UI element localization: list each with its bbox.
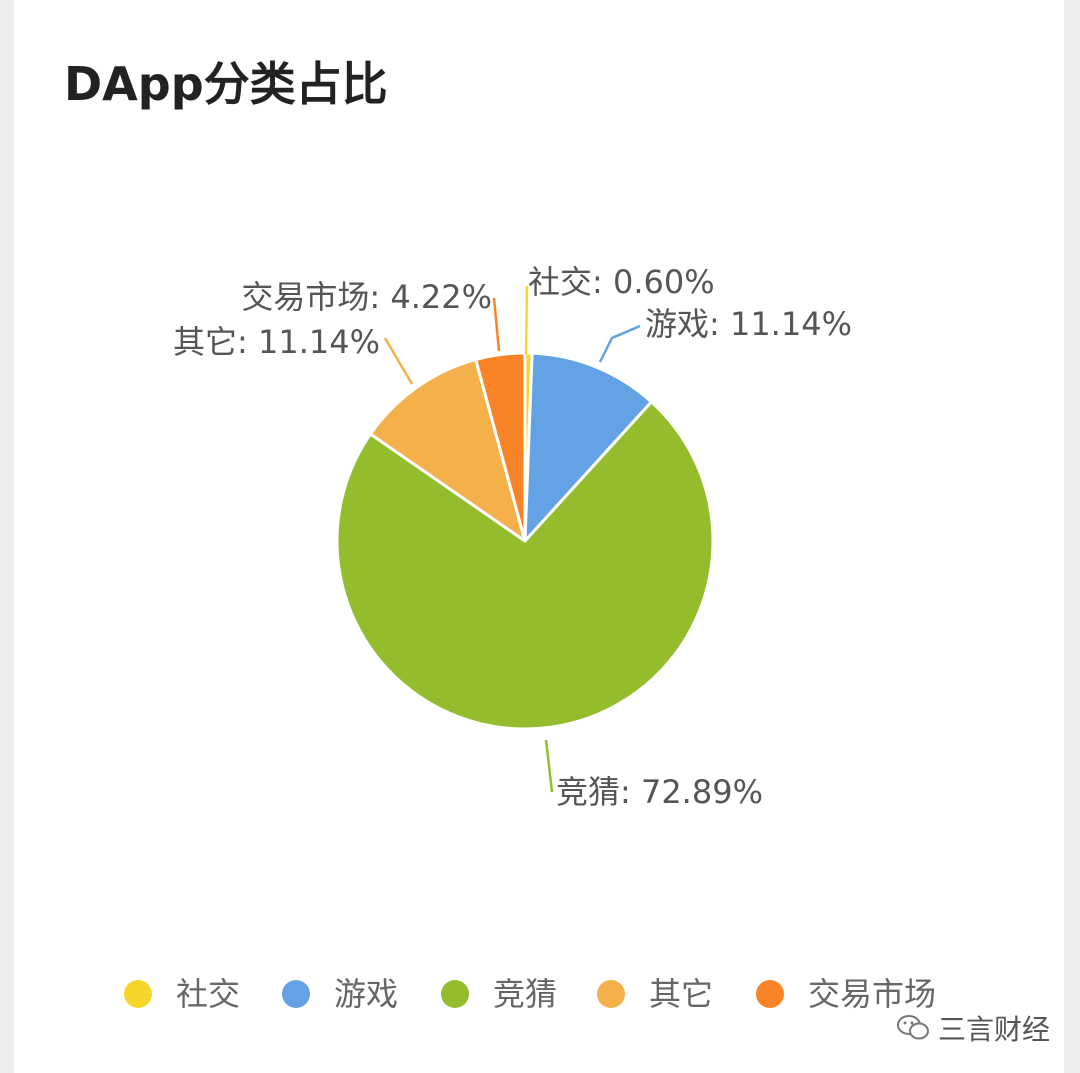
pie-slice-1 <box>523 351 653 543</box>
legend-label-4: 交易市场 <box>808 975 936 1013</box>
legend-label-3: 其它 <box>649 975 713 1013</box>
legend-marker-4 <box>756 980 784 1008</box>
pie-slice-3 <box>368 358 527 543</box>
leader-line-3 <box>383 337 414 385</box>
slice-label-1: 游戏: 11.14% <box>645 305 852 343</box>
legend-label-2: 竞猜 <box>493 975 557 1013</box>
wechat-icon <box>897 1015 929 1040</box>
legend-marker-0 <box>124 980 152 1008</box>
legend-marker-2 <box>441 980 469 1008</box>
watermark-text: 三言财经 <box>938 1013 1051 1046</box>
leader-line-4 <box>492 297 501 352</box>
legend-label-1: 游戏 <box>334 975 398 1013</box>
pie-slice-2 <box>335 400 715 731</box>
legend-marker-1 <box>282 980 310 1008</box>
slice-label-4: 交易市场: 4.22% <box>241 278 492 316</box>
leader-line-1 <box>598 324 641 363</box>
slice-label-3: 其它: 11.14% <box>173 323 380 361</box>
leader-line-0 <box>524 285 529 356</box>
legend-marker-3 <box>597 980 625 1008</box>
chart-title: DApp分类占比 <box>64 57 388 111</box>
slice-label-2: 竞猜: 72.89% <box>556 773 763 811</box>
slice-label-0: 社交: 0.60% <box>528 263 715 301</box>
leader-line-2 <box>544 739 554 793</box>
watermark: 三言财经 <box>896 1008 1050 1048</box>
legend-label-0: 社交 <box>176 975 240 1013</box>
